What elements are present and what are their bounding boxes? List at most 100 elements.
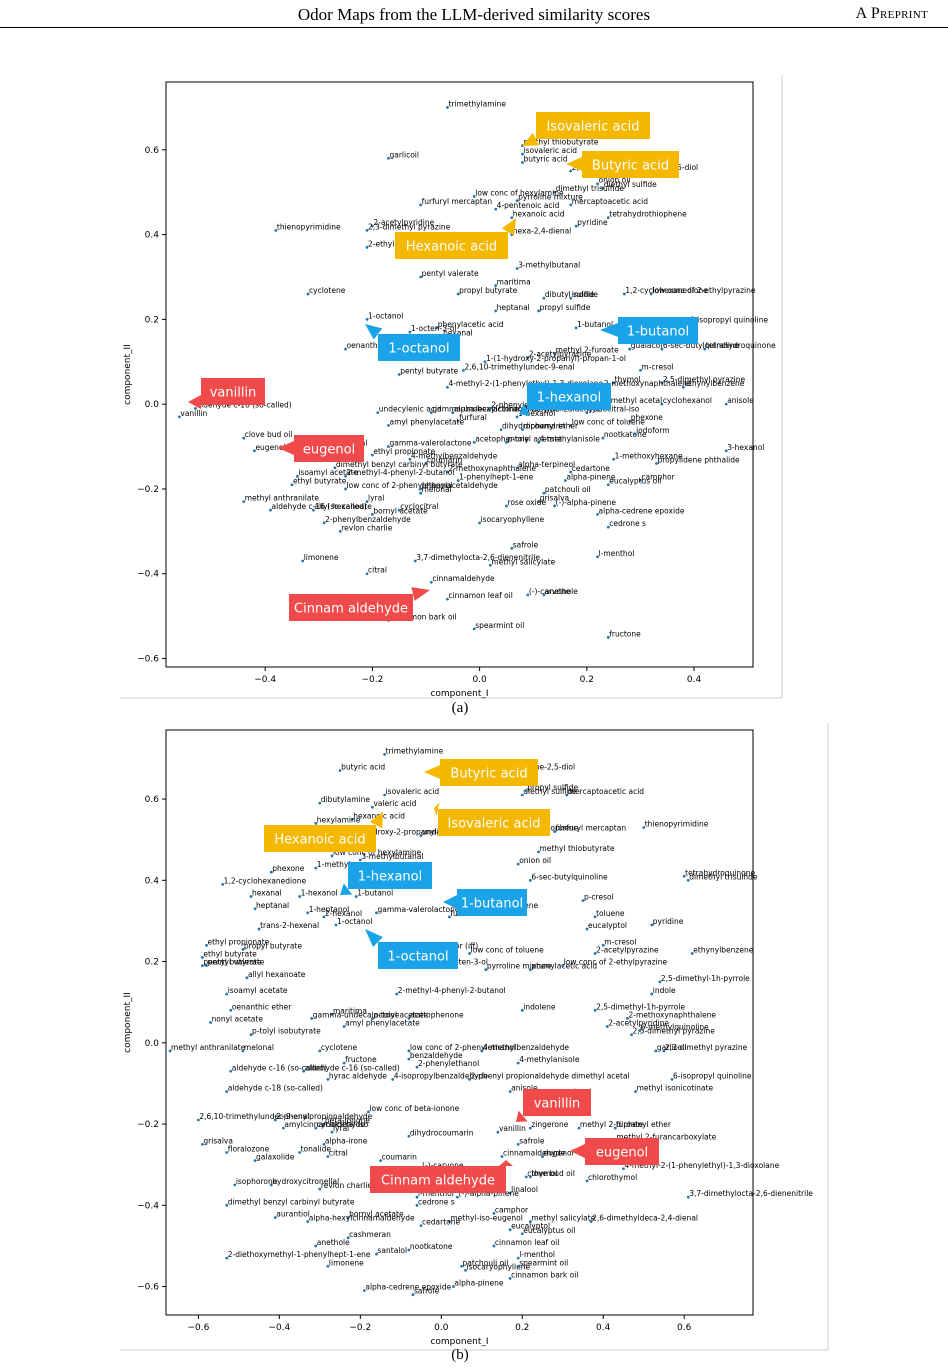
- data-point: [419, 491, 423, 495]
- point-label: amyl phenylacetate: [345, 1019, 420, 1028]
- callout-arrow: [340, 883, 353, 895]
- point-label: hyrac aldehyde: [329, 1071, 387, 1080]
- point-label: furfuryl mercaptan: [422, 197, 493, 206]
- point-label: butyric acid: [341, 763, 385, 772]
- data-point: [593, 952, 597, 955]
- callout-box: [264, 825, 376, 852]
- point-label: aurantiol: [276, 1210, 309, 1219]
- point-label: (-)-carvone: [529, 587, 571, 596]
- data-point: [370, 453, 374, 457]
- data-point: [494, 284, 498, 287]
- point-label: eugenol: [255, 443, 285, 452]
- callout: 1-butanol: [600, 317, 698, 344]
- callout: Isovaleric acid: [434, 802, 550, 836]
- point-label: alpha-cedrene epoxide: [599, 506, 685, 515]
- data-point: [452, 1285, 455, 1288]
- callout: 1-hexanol: [519, 383, 611, 417]
- data-point: [318, 1049, 322, 1053]
- data-point: [596, 182, 599, 186]
- data-point: [483, 360, 487, 364]
- callout-box: [438, 809, 550, 836]
- point-label: tetrahydrothiophene: [609, 210, 687, 219]
- data-point: [472, 627, 476, 631]
- data-point: [429, 411, 433, 415]
- point-label: alpha-cedrene epoxide: [365, 1283, 451, 1292]
- point-label: pyrroline mixture: [487, 962, 552, 971]
- data-point: [446, 106, 449, 109]
- point-label: methyl thiobutyrate: [523, 138, 598, 147]
- data-point: [419, 487, 423, 491]
- callout-arrow: [519, 403, 531, 417]
- callout-arrow: [365, 929, 383, 947]
- point-label: 2-phenylethanol: [491, 400, 552, 409]
- x-tick-label: 0.4: [596, 1323, 611, 1333]
- point-label: furfuryl mercaptan: [556, 824, 627, 833]
- data-point: [338, 529, 342, 533]
- x-tick-label: −0.4: [254, 675, 276, 685]
- data-point: [505, 504, 508, 508]
- data-point: [686, 1195, 690, 1199]
- data-point: [505, 440, 508, 444]
- point-label: diphenyl ether: [523, 422, 579, 431]
- point-label: revlon charlie: [341, 523, 393, 532]
- point-label: dimethyl acetal: [604, 396, 662, 405]
- data-point: [225, 1090, 229, 1093]
- data-point: [488, 563, 492, 567]
- point-label: cedrone s: [609, 519, 646, 528]
- data-point: [306, 911, 310, 915]
- data-point: [612, 381, 616, 385]
- data-point: [322, 521, 326, 525]
- point-label: eucalyptol: [588, 921, 627, 930]
- point-label: clove bud oil: [245, 430, 293, 439]
- point-label: cyclocitral-iso: [588, 405, 640, 414]
- point-label: cyclohexanol: [663, 396, 712, 405]
- data-point: [419, 275, 423, 279]
- data-point: [634, 1090, 637, 1093]
- data-point: [480, 1049, 484, 1053]
- data-point: [397, 508, 401, 512]
- callout-label: 1-butanol: [461, 897, 523, 912]
- callout-label: eugenol: [303, 443, 355, 458]
- point-label: bornyl acetate: [373, 506, 428, 515]
- data-point: [472, 440, 476, 444]
- data-point: [585, 927, 589, 931]
- point-label: diethyl sulfide: [523, 787, 576, 796]
- data-point: [633, 432, 637, 436]
- data-point: [446, 470, 449, 474]
- x-tick-label: 0.0: [472, 675, 487, 685]
- x-tick-label: −0.6: [187, 1323, 209, 1333]
- point-label: methyl 2-furoate: [580, 1120, 643, 1129]
- data-point: [233, 1183, 237, 1187]
- callout-label: Cinnam aldehyde: [381, 1174, 495, 1189]
- data-point: [456, 292, 460, 296]
- callout-label: Cinnam aldehyde: [294, 602, 408, 617]
- data-point: [601, 436, 605, 440]
- callout-box: [585, 1138, 659, 1165]
- point-label: 1-octen-3-ol: [442, 958, 488, 967]
- plot-area: [165, 729, 754, 1316]
- point-label: 2-phenylpropionaldehyde: [276, 1112, 372, 1121]
- data-point: [424, 462, 428, 465]
- data-point: [581, 899, 585, 903]
- data-point: [365, 572, 369, 576]
- data-point: [358, 858, 362, 862]
- point-label: 3-methylbutanal: [361, 852, 423, 861]
- data-point: [561, 964, 565, 968]
- point-label: dimethyl trisulfide: [689, 872, 758, 881]
- callout-label: vanillin: [210, 386, 257, 401]
- point-label: methyl salicylate: [531, 1214, 595, 1223]
- point-label: 2-phenylbenzaldehyde: [325, 515, 411, 524]
- data-point: [703, 347, 707, 351]
- point-label: citral: [329, 1149, 348, 1158]
- data-point: [241, 947, 245, 951]
- point-label: linalool: [511, 1185, 538, 1194]
- point-label: cedrone s: [418, 1197, 455, 1206]
- callout-arrow: [434, 802, 440, 816]
- point-label: 2,5-dimethyl-1h-pyrrole: [596, 1002, 685, 1011]
- y-tick-label: −0.2: [137, 485, 159, 495]
- point-label: cyclotene: [309, 286, 346, 295]
- callout-box: [294, 435, 364, 462]
- point-label: cinnamon bark oil: [389, 612, 456, 621]
- point-label: limonene: [304, 553, 339, 562]
- data-point: [577, 1126, 581, 1130]
